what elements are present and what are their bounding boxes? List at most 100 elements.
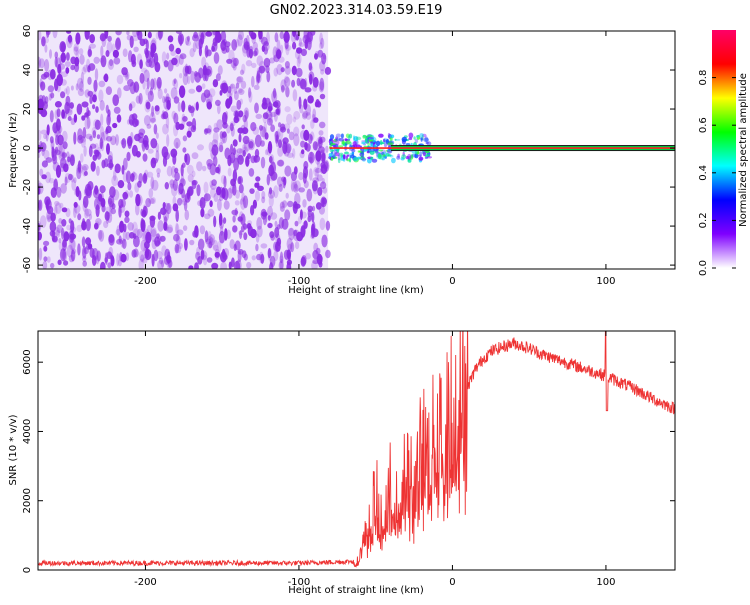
signal-speck — [383, 142, 388, 148]
spectrogram-frame — [37, 30, 676, 270]
noise-speck — [168, 180, 176, 186]
noise-speck — [93, 118, 100, 130]
noise-speck — [77, 88, 85, 97]
noise-speck — [248, 48, 253, 59]
noise-speck — [292, 41, 297, 50]
noise-speck — [188, 265, 194, 269]
noise-speck — [43, 149, 50, 160]
noise-speck — [162, 111, 169, 120]
noise-speck — [298, 96, 302, 110]
noise-speck — [84, 117, 91, 130]
noise-speck — [98, 89, 104, 103]
noise-speck — [177, 102, 181, 112]
noise-speck — [139, 72, 145, 84]
noise-speck — [189, 48, 195, 58]
noise-speck — [122, 48, 128, 57]
noise-speck — [278, 56, 285, 63]
noise-speck — [136, 194, 143, 207]
noise-speck — [116, 253, 120, 267]
noise-speck — [184, 192, 191, 203]
noise-speck — [150, 176, 155, 190]
noise-speck — [303, 129, 310, 141]
noise-speck — [111, 203, 116, 210]
noise-speck — [195, 85, 203, 93]
noise-speck — [297, 54, 302, 64]
noise-speck — [312, 183, 318, 195]
noise-speck — [81, 66, 87, 75]
noise-speck — [260, 156, 266, 169]
noise-speck — [137, 132, 144, 139]
noise-speck — [207, 231, 212, 241]
noise-speck — [310, 119, 315, 129]
noise-speck — [95, 106, 99, 113]
noise-speck — [124, 216, 130, 223]
noise-speck — [202, 31, 207, 39]
noise-speck — [246, 41, 251, 52]
noise-speck — [311, 211, 315, 223]
noise-speck — [228, 261, 232, 269]
noise-speck — [293, 180, 298, 189]
noise-speck — [82, 165, 88, 177]
noise-speck — [138, 258, 144, 269]
snr-series — [38, 331, 675, 568]
noise-speck — [279, 201, 285, 209]
noise-speck — [164, 248, 171, 261]
noise-speck — [121, 67, 128, 76]
noise-speck — [90, 161, 96, 172]
noise-speck — [103, 220, 109, 229]
noise-speck — [117, 180, 125, 189]
noise-speck — [100, 55, 107, 68]
noise-speck — [233, 86, 238, 94]
noise-speck — [233, 157, 240, 171]
noise-speck — [298, 37, 302, 47]
noise-speck — [173, 79, 179, 90]
noise-speck — [221, 250, 227, 260]
noise-speck — [186, 130, 192, 138]
noise-speck — [242, 114, 247, 123]
noise-speck — [75, 83, 79, 91]
noise-speck — [242, 144, 247, 151]
noise-speck — [239, 230, 243, 240]
signal-speck — [351, 151, 355, 155]
noise-speck — [236, 76, 244, 83]
noise-speck — [319, 60, 326, 72]
noise-speck — [175, 209, 179, 223]
noise-speck — [94, 149, 100, 158]
noise-speck — [294, 220, 299, 227]
signal-speck — [371, 158, 378, 163]
signal-speck — [422, 151, 426, 156]
noise-speck — [242, 127, 249, 135]
noise-speck — [262, 212, 267, 226]
noise-speck — [125, 170, 132, 184]
noise-speck — [241, 192, 245, 202]
noise-speck — [313, 166, 320, 177]
noise-speck — [213, 127, 220, 133]
noise-speck — [129, 35, 134, 48]
noise-speck — [65, 67, 70, 74]
noise-speck — [70, 174, 75, 183]
noise-speck — [315, 168, 319, 181]
noise-speck — [175, 142, 179, 150]
noise-speck — [260, 243, 268, 249]
noise-speck — [296, 56, 301, 68]
noise-speck — [294, 49, 301, 60]
noise-speck — [308, 133, 313, 144]
noise-speck — [157, 81, 162, 92]
noise-speck — [50, 187, 57, 199]
noise-speck — [128, 103, 133, 112]
noise-speck — [278, 122, 282, 128]
noise-speck — [248, 87, 252, 99]
noise-speck — [74, 62, 80, 73]
noise-speck — [69, 154, 75, 167]
noise-speck — [220, 40, 227, 52]
noise-speck — [232, 183, 237, 196]
noise-speck — [55, 202, 62, 215]
noise-speck — [142, 257, 148, 264]
noise-speck — [41, 160, 49, 168]
noise-speck — [68, 254, 74, 263]
noise-speck — [245, 60, 253, 67]
noise-speck — [58, 69, 63, 75]
noise-speck — [135, 203, 140, 216]
signal-speck — [395, 138, 401, 141]
noise-speck — [147, 31, 152, 39]
